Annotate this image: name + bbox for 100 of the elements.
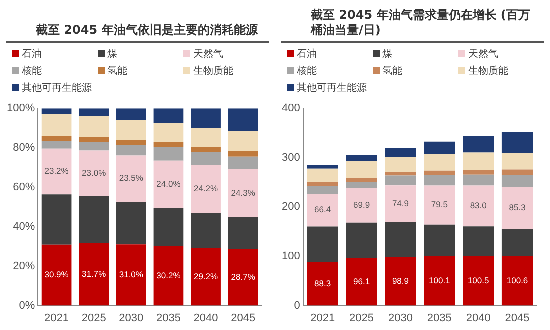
bar bbox=[346, 161, 378, 178]
bar bbox=[79, 116, 110, 138]
bar bbox=[191, 108, 221, 128]
legend-label: 生物质能 bbox=[192, 64, 234, 78]
bar bbox=[346, 258, 378, 306]
bar bbox=[502, 153, 534, 170]
x-tick-label: 2021 bbox=[310, 312, 336, 324]
bar bbox=[346, 188, 378, 223]
bar bbox=[116, 120, 146, 140]
x-tick-label: 2030 bbox=[388, 312, 413, 324]
x-tick-label: 2035 bbox=[427, 312, 452, 324]
data-label: 85.3 bbox=[509, 202, 526, 212]
data-label: 79.5 bbox=[431, 200, 448, 210]
bar bbox=[228, 217, 258, 250]
bar bbox=[307, 182, 338, 186]
legend-label: 生物质能 bbox=[467, 64, 510, 78]
data-label: 66.4 bbox=[314, 204, 332, 215]
bar bbox=[191, 147, 221, 152]
x-tick-label: 2045 bbox=[505, 312, 530, 324]
bar bbox=[385, 148, 416, 158]
bar bbox=[346, 222, 378, 258]
bar bbox=[385, 157, 416, 172]
bar bbox=[154, 246, 184, 306]
bar bbox=[424, 170, 456, 176]
data-label: 69.9 bbox=[353, 200, 370, 210]
bar bbox=[154, 208, 184, 246]
bar bbox=[502, 229, 534, 256]
y-tick-label: 0 bbox=[294, 300, 300, 312]
chart-title: 截至 2045 年油气依旧是主要的消耗能源 bbox=[6, 0, 269, 43]
y-tick-label: 100% bbox=[6, 102, 36, 115]
bar bbox=[424, 142, 456, 154]
data-label: 100.1 bbox=[429, 275, 451, 286]
y-tick-label: 200 bbox=[282, 201, 300, 214]
legend-label: 其他可再生能源 bbox=[21, 82, 93, 95]
bar bbox=[463, 256, 494, 306]
bar bbox=[42, 148, 72, 195]
bar bbox=[79, 137, 110, 142]
y-tick-label: 80% bbox=[13, 142, 36, 154]
bar bbox=[424, 256, 456, 306]
legend-label: 氢能 bbox=[382, 64, 404, 78]
bar bbox=[154, 160, 184, 208]
bar bbox=[42, 136, 72, 141]
x-tick-label: 2025 bbox=[82, 312, 106, 324]
data-label: 98.9 bbox=[392, 276, 410, 286]
x-tick-label: 2021 bbox=[44, 312, 70, 324]
chart-title: 截至 2045 年油气需求量仍在增长 (百万桶油当量/日) bbox=[281, 0, 544, 43]
bar bbox=[154, 147, 184, 161]
bar bbox=[228, 131, 258, 151]
data-label: 31.7% bbox=[82, 268, 107, 279]
y-tick-label: 400 bbox=[282, 102, 300, 115]
bar bbox=[463, 170, 494, 175]
data-label: 29.2% bbox=[194, 271, 219, 282]
data-label: 28.7% bbox=[231, 272, 256, 282]
bar bbox=[154, 123, 184, 142]
bar bbox=[191, 213, 221, 248]
bar bbox=[307, 165, 338, 169]
y-tick-label: 60% bbox=[13, 182, 36, 194]
bar bbox=[463, 136, 494, 153]
legend-label: 其他可再生能源 bbox=[296, 82, 368, 95]
legend-label: 煤 bbox=[382, 48, 394, 61]
bar bbox=[502, 132, 534, 154]
bar bbox=[307, 186, 338, 194]
legend-label: 石油 bbox=[21, 48, 43, 61]
data-label: 88.3 bbox=[314, 278, 332, 288]
bar bbox=[116, 156, 146, 202]
bar bbox=[79, 108, 110, 116]
bar bbox=[228, 170, 258, 218]
bar bbox=[424, 186, 456, 225]
data-label: 30.9% bbox=[44, 270, 70, 280]
x-tick-label: 2040 bbox=[194, 312, 218, 324]
bar bbox=[42, 114, 72, 136]
bar bbox=[463, 226, 494, 256]
data-label: 24.3% bbox=[231, 188, 256, 198]
bar bbox=[116, 244, 146, 306]
x-tick-label: 2035 bbox=[156, 312, 181, 324]
bar bbox=[228, 249, 258, 306]
bar bbox=[42, 108, 72, 115]
bar bbox=[79, 196, 110, 244]
bar bbox=[502, 170, 534, 176]
bar bbox=[346, 182, 378, 188]
data-label: 31.0% bbox=[119, 270, 144, 280]
data-label: 23.2% bbox=[44, 166, 70, 176]
bar bbox=[154, 108, 184, 124]
bar bbox=[42, 244, 72, 306]
bar bbox=[191, 248, 221, 306]
y-tick-label: 40% bbox=[13, 220, 36, 233]
bar bbox=[385, 176, 416, 186]
bar bbox=[346, 178, 378, 182]
bar bbox=[228, 151, 258, 157]
legend-label: 核能 bbox=[21, 64, 43, 78]
data-label: 23.5% bbox=[119, 173, 144, 184]
bar bbox=[191, 128, 221, 148]
y-tick-label: 0% bbox=[19, 300, 36, 312]
bar bbox=[502, 175, 534, 188]
bar bbox=[191, 165, 221, 214]
legend-label: 石油 bbox=[296, 48, 318, 61]
bar bbox=[79, 243, 110, 306]
bar bbox=[228, 156, 258, 170]
bar bbox=[502, 256, 534, 306]
bar bbox=[116, 140, 146, 146]
